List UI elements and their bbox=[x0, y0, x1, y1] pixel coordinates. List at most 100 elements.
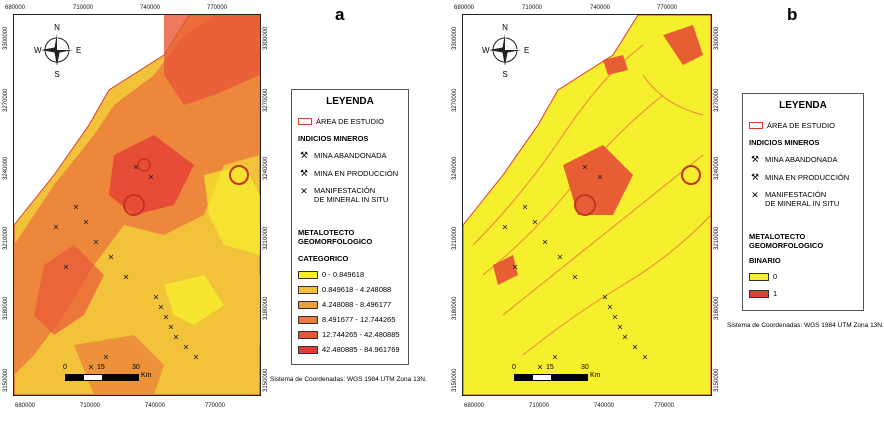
mineral-heading: INDICIOS MINEROS bbox=[749, 138, 820, 147]
manifestation-label-2: DE MINERAL IN SITU bbox=[765, 199, 840, 208]
metalotecto-label-1: METALOTECTO bbox=[749, 232, 806, 241]
x-tick-bottom: 770000 bbox=[654, 403, 675, 409]
y-tick-left: 3150000 bbox=[452, 368, 458, 392]
y-tick-right: 3210000 bbox=[714, 226, 720, 250]
coord-system-note: Sistema de Coordenadas: WGS 1984 UTM Zon… bbox=[270, 376, 427, 383]
x-tick-bottom: 680000 bbox=[464, 403, 485, 409]
y-tick-left: 3150000 bbox=[3, 368, 9, 392]
x-tick-top: 680000 bbox=[454, 5, 475, 11]
y-tick-right: 3240000 bbox=[714, 156, 720, 180]
x-tick-top: 770000 bbox=[207, 5, 228, 11]
manifestation-label-1: MANIFESTACIÓN bbox=[314, 186, 376, 195]
class-swatch bbox=[298, 300, 318, 309]
class-row: 0 bbox=[749, 272, 777, 281]
study-area-label: ÁREA DE ESTUDIO bbox=[316, 117, 384, 126]
class-swatch bbox=[298, 270, 318, 279]
y-tick-left: 3240000 bbox=[3, 156, 9, 180]
y-tick-left: 3270000 bbox=[452, 88, 458, 112]
compass-w: W bbox=[482, 46, 490, 55]
manifestation-icon: ✕ bbox=[300, 186, 308, 196]
metalotecto-label-1: METALOTECTO bbox=[298, 228, 355, 237]
y-tick-right: 3210000 bbox=[263, 226, 269, 250]
manifestation-icon: ✕ bbox=[751, 190, 759, 200]
y-tick-left: 3240000 bbox=[452, 156, 458, 180]
class-swatch bbox=[298, 330, 318, 339]
map-a-raster bbox=[14, 15, 260, 395]
scale-label-30: 30 bbox=[581, 364, 589, 371]
class-label: 1 bbox=[773, 289, 778, 298]
mine-abandoned-label: MINA ABANDONADA bbox=[765, 155, 838, 164]
y-tick-left: 3180000 bbox=[452, 296, 458, 320]
metalotecto-label-2: GEOMORFOLOGICO bbox=[298, 237, 373, 246]
compass-s: S bbox=[502, 70, 507, 78]
y-tick-left: 3210000 bbox=[3, 226, 9, 250]
study-area-swatch bbox=[749, 122, 763, 129]
x-tick-bottom: 710000 bbox=[529, 403, 550, 409]
scale-bar: 0 15 30 Km bbox=[55, 364, 165, 386]
y-tick-left: 3180000 bbox=[3, 296, 9, 320]
compass-s: S bbox=[54, 70, 59, 78]
class-row: 8.491677 - 12.744265 bbox=[298, 315, 395, 324]
class-row: 42.480885 - 84.961769 bbox=[298, 345, 400, 354]
x-tick-top: 740000 bbox=[590, 5, 611, 11]
class-label: 4.248088 - 8.496177 bbox=[322, 300, 392, 309]
x-tick-bottom: 710000 bbox=[80, 403, 101, 409]
scale-label-0: 0 bbox=[512, 364, 516, 371]
scale-unit: Km bbox=[590, 372, 601, 379]
scale-bar: 0 15 30 Km bbox=[504, 364, 614, 386]
class-label: 12.744265 - 42.480885 bbox=[322, 330, 400, 339]
class-swatch bbox=[749, 272, 769, 281]
class-swatch bbox=[298, 285, 318, 294]
mine-production-label: MINA EN PRODUCCIÓN bbox=[314, 169, 399, 178]
metalotecto-label-2: GEOMORFOLOGICO bbox=[749, 241, 824, 250]
study-area-label: ÁREA DE ESTUDIO bbox=[767, 121, 835, 130]
class-heading: BINARIO bbox=[749, 256, 781, 265]
class-row: 0 - 0.849618 bbox=[298, 270, 364, 279]
compass-rose-icon: N S W E bbox=[32, 22, 82, 79]
legend-title: LEYENDA bbox=[779, 100, 827, 111]
y-tick-right: 3240000 bbox=[263, 156, 269, 180]
y-tick-left: 3300000 bbox=[452, 26, 458, 50]
class-swatch bbox=[298, 345, 318, 354]
mine-abandoned-icon: ⚒ bbox=[750, 154, 760, 164]
class-label: 0 - 0.849618 bbox=[322, 270, 365, 279]
class-row: 4.248088 - 8.496177 bbox=[298, 300, 391, 309]
x-tick-bottom: 770000 bbox=[205, 403, 226, 409]
scale-unit: Km bbox=[141, 372, 152, 379]
class-label: 8.491677 - 12.744265 bbox=[322, 315, 396, 324]
class-swatch bbox=[298, 315, 318, 324]
y-tick-right: 3180000 bbox=[714, 296, 720, 320]
x-tick-bottom: 680000 bbox=[15, 403, 36, 409]
x-tick-top: 680000 bbox=[5, 5, 26, 11]
y-tick-left: 3210000 bbox=[452, 226, 458, 250]
class-label: 0.849618 - 4.248088 bbox=[322, 285, 392, 294]
x-tick-top: 710000 bbox=[522, 5, 543, 11]
map-b bbox=[462, 14, 712, 396]
mine-production-icon: ⚒ bbox=[299, 168, 309, 178]
y-tick-left: 3270000 bbox=[3, 88, 9, 112]
compass-n: N bbox=[54, 23, 60, 32]
y-tick-right: 3270000 bbox=[714, 88, 720, 112]
x-tick-bottom: 740000 bbox=[594, 403, 615, 409]
legend-b: LEYENDA ÁREA DE ESTUDIO INDICIOS MINEROS… bbox=[742, 93, 864, 311]
y-tick-right: 3150000 bbox=[714, 368, 720, 392]
legend-a: LEYENDA ÁREA DE ESTUDIO INDICIOS MINEROS… bbox=[291, 89, 409, 365]
class-label: 0 bbox=[773, 272, 778, 281]
study-area-swatch bbox=[298, 118, 312, 125]
mineral-heading: INDICIOS MINEROS bbox=[298, 134, 369, 143]
y-tick-right: 3300000 bbox=[714, 26, 720, 50]
x-tick-top: 740000 bbox=[140, 5, 161, 11]
mine-abandoned-label: MINA ABANDONADA bbox=[314, 151, 387, 160]
scale-label-30: 30 bbox=[132, 364, 140, 371]
mine-production-icon: ⚒ bbox=[750, 172, 760, 182]
mine-abandoned-icon: ⚒ bbox=[299, 150, 309, 160]
class-row: 1 bbox=[749, 289, 777, 298]
manifestation-label-1: MANIFESTACIÓN bbox=[765, 190, 827, 199]
mine-production-label: MINA EN PRODUCCIÓN bbox=[765, 173, 850, 182]
compass-rose-icon: N S W E bbox=[480, 22, 530, 79]
compass-e: E bbox=[524, 46, 529, 55]
compass-e: E bbox=[76, 46, 81, 55]
y-tick-right: 3300000 bbox=[263, 26, 269, 50]
class-row: 0.849618 - 4.248088 bbox=[298, 285, 391, 294]
class-row: 12.744265 - 42.480885 bbox=[298, 330, 400, 339]
